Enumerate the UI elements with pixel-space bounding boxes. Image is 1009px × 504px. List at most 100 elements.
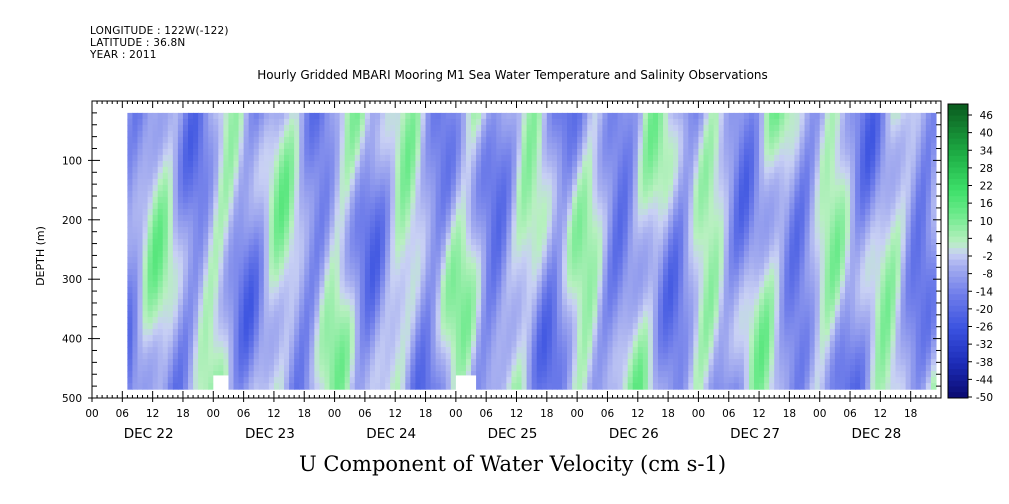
heatmap-cell [501,202,507,210]
heatmap-cell [531,293,538,300]
heatmap-cell [450,281,457,288]
heatmap-cell [289,371,295,378]
heatmap-cell [188,359,194,366]
heatmap-cell [491,262,497,270]
heatmap-cell [506,262,513,270]
heatmap-cell [668,335,674,342]
heatmap-cell [572,136,578,144]
heatmap-cell [258,317,265,324]
heatmap-cell [647,250,654,258]
heatmap-cell [147,226,154,234]
heatmap-cell [642,226,649,234]
heatmap-cell [647,256,654,264]
heatmap-cell [177,136,184,144]
heatmap-cell [556,226,563,234]
heatmap-cell [668,256,674,264]
heatmap-cell [324,214,331,222]
heatmap-cell [369,226,376,234]
heatmap-cell [430,124,437,132]
heatmap-cell [152,190,159,198]
heatmap-cell [612,377,619,384]
heatmap-cell [329,184,336,192]
heatmap-cell [233,365,240,372]
heatmap-cell [491,281,497,288]
heatmap-cell [339,130,346,138]
heatmap-cell [167,226,174,234]
heatmap-cell [359,305,366,312]
heatmap-cell [213,262,219,270]
heatmap-cell [471,275,477,282]
heatmap-cell [147,130,154,138]
heatmap-cell [213,220,219,228]
heatmap-cell [344,371,351,378]
heatmap-cell [607,299,614,306]
heatmap-cell [587,353,593,360]
heatmap-cell [162,154,169,162]
heatmap-cell [410,365,417,372]
heatmap-cell [344,305,351,312]
heatmap-cell [652,371,659,378]
heatmap-cell [278,262,285,270]
heatmap-cell [233,281,240,288]
heatmap-cell [268,172,275,180]
heatmap-cell [167,130,174,138]
heatmap-cell [223,136,230,144]
heatmap-cell [587,275,593,282]
heatmap-cell [516,359,523,366]
heatmap-cell [172,323,179,330]
heatmap-cell [147,293,154,300]
heatmap-cell [258,160,265,168]
heatmap-cell [284,148,290,156]
heatmap-cell [223,166,230,174]
heatmap-cell [627,365,634,372]
heatmap-cell [193,269,199,276]
heatmap-cell [546,244,553,252]
heatmap-cell [349,262,356,270]
heatmap-cell [546,130,553,138]
heatmap-cell [223,184,230,192]
heatmap-cell [652,202,659,210]
heatmap-cell [521,317,528,324]
heatmap-cell [516,287,523,294]
heatmap-cell [324,160,331,168]
heatmap-cell [572,202,578,210]
heatmap-cell [476,347,482,354]
heatmap-cell [147,269,154,276]
heatmap-cell [243,166,250,174]
heatmap-cell [642,256,649,264]
heatmap-cell [395,365,401,372]
heatmap-cell [617,335,624,342]
heatmap-cell [577,178,583,186]
heatmap-cell [440,347,447,354]
longitude-label: LONGITUDE : 122W(-122) [90,25,229,37]
heatmap-cell [612,250,619,258]
heatmap-cell [521,250,528,258]
heatmap-cell [354,341,361,348]
heatmap-cell [668,214,674,222]
heatmap-cell [511,287,518,294]
heatmap-cell [602,112,609,120]
heatmap-cell [435,238,442,246]
heatmap-cell [390,275,396,282]
heatmap-cell [420,232,427,240]
heatmap-cell [531,256,538,264]
heatmap-cell [198,281,204,288]
heatmap-cell [602,208,609,216]
heatmap-cell [172,262,179,270]
heatmap-cell [632,190,639,198]
heatmap-cell [177,190,184,198]
heatmap-cell [248,244,255,252]
heatmap-cell [329,341,336,348]
heatmap-cell [663,238,669,246]
heatmap-cell [390,238,396,246]
heatmap-cell [445,196,452,204]
heatmap-cell [177,154,184,162]
heatmap-cell [455,202,462,210]
heatmap-cell [476,281,482,288]
heatmap-cell [344,226,351,234]
heatmap-cell [198,136,204,144]
heatmap-cell [400,154,406,162]
heatmap-cell [561,383,568,390]
heatmap-cell [531,347,538,354]
heatmap-cell [380,178,386,186]
